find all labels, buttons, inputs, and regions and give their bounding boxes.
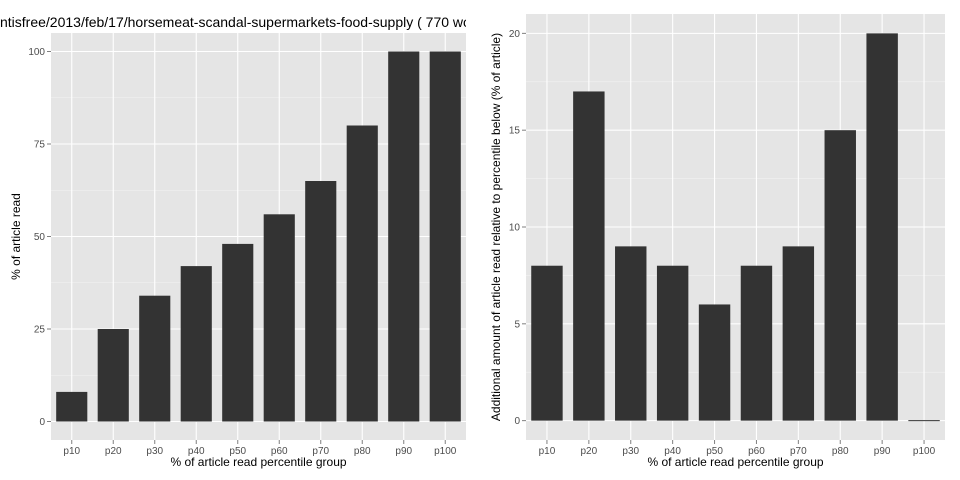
x-tick-label: p80 [832,446,849,457]
x-tick-label: p10 [63,446,80,457]
chart-title: ntisfree/2013/feb/17/horsemeat-scandal-s… [0,14,471,30]
x-tick-label: p90 [874,446,891,457]
bar-p10 [56,391,88,422]
bar-p20 [573,91,605,421]
y-tick-label: 10 [509,223,521,234]
bar-p70 [305,181,337,422]
x-tick-label: p70 [312,446,329,457]
y-tick-label: 25 [34,325,46,336]
bar-p60 [263,214,295,422]
x-tick-label: p30 [146,446,163,457]
x-tick-label: p60 [748,446,765,457]
x-tick-label: p80 [354,446,371,457]
x-tick-label: p70 [790,446,807,457]
bar-p100 [908,420,940,422]
y-tick-label: 100 [28,47,45,58]
bar-p50 [222,243,254,422]
y-tick-label: 15 [509,126,521,137]
bar-p100 [429,51,461,422]
x-tick-label: p40 [664,446,681,457]
x-tick-label: p10 [539,446,556,457]
bar-p90 [866,33,898,421]
bar-p30 [615,246,647,421]
bar-p90 [388,51,420,422]
x-tick-label: p40 [188,446,205,457]
left-bar-chart: 0 25 50 75 100 p10 p20 p30 p40 p50 p60 p70 p80 p90 p10… [9,33,466,469]
bar-p40 [656,265,689,421]
bar-p50 [698,304,731,421]
x-tick-label: p100 [913,446,936,457]
y-tick-label: 50 [34,232,46,243]
x-axis-title: % of article read percentile group [170,455,346,469]
x-tick-label: p90 [395,446,412,457]
y-tick-label: 0 [39,417,45,428]
bar-p40 [180,266,212,422]
y-tick-label: 75 [34,140,46,151]
y-axis-title: Additional amount of article read relati… [489,33,503,421]
x-tick-label: p20 [105,446,122,457]
x-tick-label: p50 [706,446,723,457]
y-axis-title: % of article read [9,193,23,280]
bar-p80 [824,130,856,421]
y-tick-label: 5 [514,319,520,330]
bar-p30 [139,295,171,422]
right-bar-chart: 0 5 10 15 20 p10 p20 p30 p40 p50 p60 p70 p80 p90 p100%… [489,14,945,469]
bar-p60 [740,265,773,421]
x-tick-label: p100 [434,446,457,457]
y-tick-label: 0 [514,416,520,427]
bar-p80 [346,125,378,422]
bar-p10 [531,265,563,421]
x-axis-title: % of article read percentile group [647,455,823,469]
bar-p70 [782,246,815,421]
y-tick-label: 20 [509,29,521,40]
x-tick-label: p20 [581,446,598,457]
x-tick-label: p30 [622,446,639,457]
x-tick-label: p60 [271,446,288,457]
x-tick-label: p50 [229,446,246,457]
bar-p20 [97,329,129,422]
